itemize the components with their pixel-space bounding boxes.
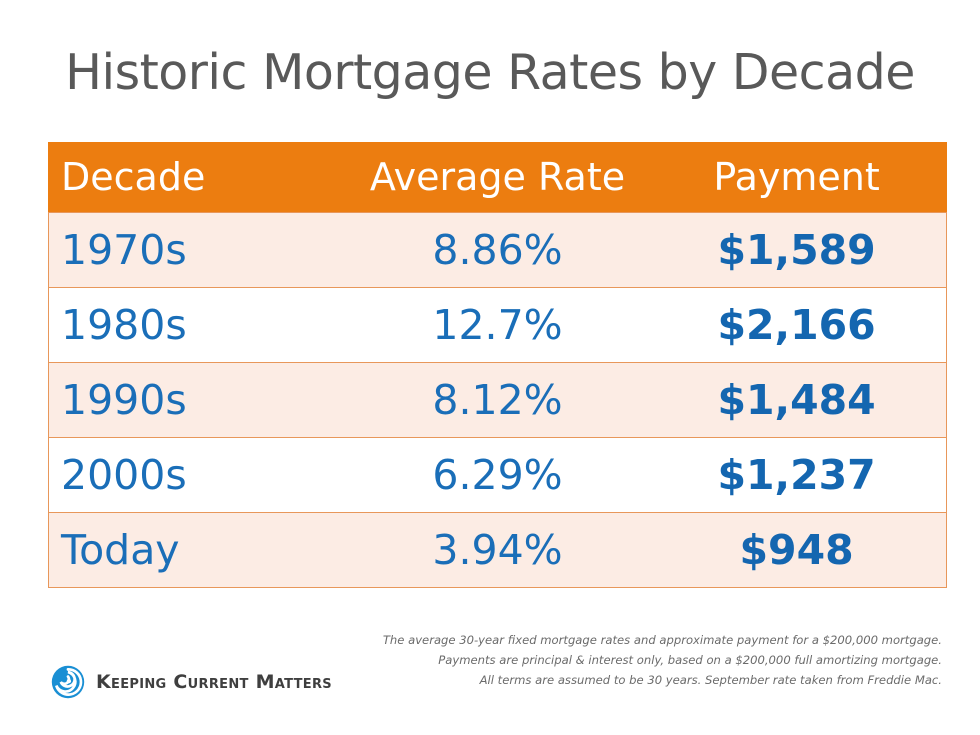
table-row: 2000s 6.29% $1,237 [47, 437, 948, 513]
brand-name: Keeping Current Matters [96, 671, 332, 693]
swirl-logo-icon [51, 665, 85, 699]
brand-logo: Keeping Current Matters [50, 664, 332, 700]
table-header-row: Decade Average Rate Payment [47, 142, 948, 213]
table-row: 1990s 8.12% $1,484 [47, 362, 948, 438]
decade-cell: 1980s [47, 287, 348, 363]
column-header-decade: Decade [47, 142, 348, 213]
rate-cell: 8.86% [347, 212, 648, 288]
payment-cell: $1,484 [647, 362, 948, 438]
decade-cell: Today [47, 512, 348, 588]
payment-cell: $1,237 [647, 437, 948, 513]
footnote-line: All terms are assumed to be 30 years. Se… [479, 673, 942, 687]
column-header-average-rate: Average Rate [347, 142, 648, 213]
decade-cell: 1970s [47, 212, 348, 288]
decade-cell: 2000s [47, 437, 348, 513]
payment-cell: $1,589 [647, 212, 948, 288]
page-title: Historic Mortgage Rates by Decade [65, 44, 915, 101]
table-row: Today 3.94% $948 [47, 512, 948, 588]
rate-cell: 12.7% [347, 287, 648, 363]
footnotes: The average 30-year fixed mortgage rates… [383, 630, 942, 690]
column-header-payment: Payment [647, 142, 948, 213]
payment-cell: $2,166 [647, 287, 948, 363]
payment-cell: $948 [647, 512, 948, 588]
footnote-line: The average 30-year fixed mortgage rates… [382, 633, 942, 647]
rate-cell: 6.29% [347, 437, 648, 513]
table-row: 1980s 12.7% $2,166 [47, 287, 948, 363]
rate-cell: 3.94% [347, 512, 648, 588]
mortgage-rates-table: Decade Average Rate Payment 1970s 8.86% … [47, 142, 948, 588]
decade-cell: 1990s [47, 362, 348, 438]
footnote-line: Payments are principal & interest only, … [438, 653, 942, 667]
table-row: 1970s 8.86% $1,589 [47, 212, 948, 288]
rate-cell: 8.12% [347, 362, 648, 438]
